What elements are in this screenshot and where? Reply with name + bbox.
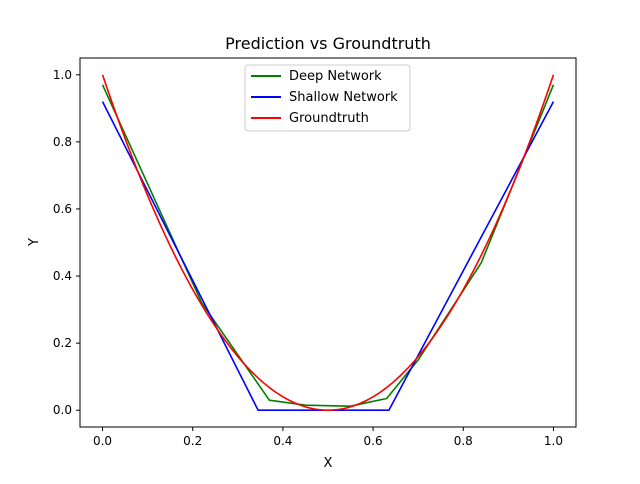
x-tick-label: 0.4 xyxy=(273,434,292,448)
x-ticks: 0.0 0.2 0.4 0.6 0.8 1.0 xyxy=(93,427,563,448)
y-tick-label: 0.6 xyxy=(53,202,72,216)
y-tick-label: 1.0 xyxy=(53,68,72,82)
legend-items: Deep Network Shallow Network Groundtruth xyxy=(251,69,398,126)
x-tick-label: 1.0 xyxy=(544,434,563,448)
series-line-groundtruth xyxy=(101,74,555,412)
x-tick-label: 0.2 xyxy=(183,434,202,448)
y-axis-label: Y xyxy=(27,238,42,247)
legend-label: Shallow Network xyxy=(289,90,398,105)
chart-title: Prediction vs Groundtruth xyxy=(225,34,431,53)
legend-label: Groundtruth xyxy=(289,111,369,126)
x-axis-label: X xyxy=(324,456,333,471)
y-tick-label: 0.4 xyxy=(53,269,72,283)
plot-frame xyxy=(79,57,577,428)
y-tick-label: 0.0 xyxy=(53,403,72,417)
legend-label: Deep Network xyxy=(289,69,382,84)
series-layer xyxy=(101,74,555,412)
x-tick-label: 0.8 xyxy=(454,434,473,448)
legend-frame xyxy=(244,64,411,132)
x-tick-label: 0.6 xyxy=(364,434,383,448)
y-ticks: 0.0 0.2 0.4 0.6 0.8 1.0 xyxy=(53,68,80,417)
y-tick-label: 0.2 xyxy=(53,336,72,350)
series-line-shallow-network xyxy=(101,101,555,412)
legend: Deep Network Shallow Network Groundtruth xyxy=(244,64,411,132)
y-tick-label: 0.8 xyxy=(53,135,72,149)
x-tick-label: 0.0 xyxy=(93,434,112,448)
